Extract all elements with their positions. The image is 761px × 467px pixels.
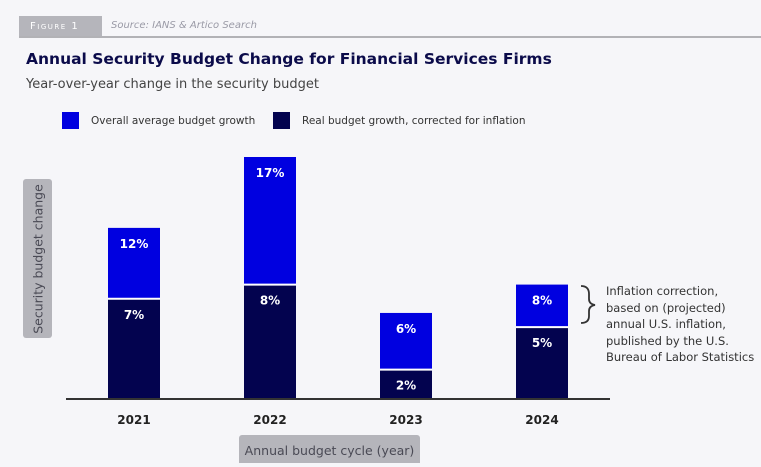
chart-title: Annual Security Budget Change for Financ… — [26, 50, 552, 68]
curly-brace-icon — [580, 285, 596, 324]
data-label-real-2021: 7% — [124, 308, 144, 322]
legend-label-overall: Overall average budget growth — [91, 114, 256, 127]
bar-real-2022 — [244, 284, 296, 398]
data-label-overall-2024: 8% — [532, 294, 552, 308]
data-label-overall-2022: 17% — [256, 166, 285, 180]
data-label-real-2023: 2% — [396, 379, 416, 393]
bar-real-2024 — [516, 327, 568, 398]
x-tick-label-2022: 2022 — [253, 413, 286, 427]
inflation-annotation: Inflation correction, based on (projecte… — [606, 284, 755, 364]
legend-item-overall: Overall average budget growth — [62, 112, 255, 129]
data-label-real-2024: 5% — [532, 336, 552, 350]
bar-real-2023 — [380, 369, 432, 398]
header-divider — [19, 36, 761, 38]
figure-label: Figure 1 — [19, 16, 102, 37]
x-tick-label-2024: 2024 — [525, 413, 558, 427]
chart-subtitle: Year-over-year change in the security bu… — [26, 77, 319, 92]
data-label-real-2022: 8% — [260, 294, 280, 308]
x-axis-label: Annual budget cycle (year) — [239, 435, 420, 463]
legend-item-real: Real budget growth, corrected for inflat… — [273, 112, 525, 129]
x-tick-label-2023: 2023 — [389, 413, 422, 427]
data-label-overall-2021: 12% — [120, 237, 149, 251]
y-axis-label-box: Security budget change — [23, 179, 52, 338]
legend-swatch-overall — [62, 112, 79, 129]
source-note: Source: IANS & Artico Search — [111, 20, 257, 31]
bar-real-2021 — [108, 298, 160, 398]
legend-swatch-real — [273, 112, 290, 129]
legend-label-real: Real budget growth, corrected for inflat… — [302, 114, 526, 127]
data-label-overall-2023: 6% — [396, 322, 416, 336]
x-tick-label-2021: 2021 — [117, 413, 150, 427]
